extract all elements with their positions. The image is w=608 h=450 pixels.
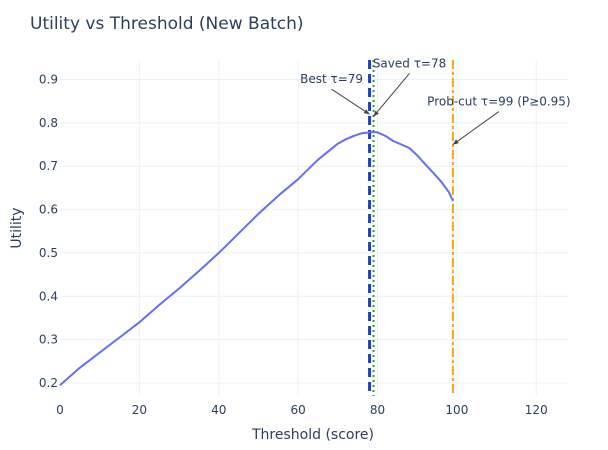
- x-tick-label: 120: [525, 403, 548, 417]
- annotation-arrow: [331, 88, 370, 115]
- series-layer: [59, 131, 454, 386]
- x-tick-label: 80: [370, 403, 385, 417]
- annotation-label: Best τ=79: [300, 72, 363, 86]
- annotation-arrow: [452, 111, 500, 145]
- y-tick-label: 0.9: [39, 73, 58, 87]
- x-axis-title: Threshold (score): [251, 427, 374, 443]
- annotation-label: Prob-cut τ=99 (P≥0.95): [427, 95, 570, 109]
- annotation-arrow: [373, 73, 410, 117]
- y-tick-label: 0.2: [39, 376, 58, 390]
- y-tick-label: 0.5: [39, 246, 58, 260]
- y-tick-label: 0.4: [39, 289, 58, 303]
- x-tick-label: 60: [290, 403, 305, 417]
- annotation-arrowhead: [373, 110, 379, 117]
- annotation-label: Saved τ=78: [373, 56, 446, 70]
- y-tick-label: 0.3: [39, 333, 58, 347]
- tick-labels-layer: 0.2 0.3 0.4 0.5 0.6 0.7 0.8 0.9 0 20 40 60 80 100 120: [39, 73, 548, 417]
- annotation-arrowhead: [363, 109, 370, 115]
- y-axis-title: Utility: [9, 207, 25, 248]
- chart-title: Utility vs Threshold (New Batch): [30, 14, 304, 34]
- x-tick-label: 100: [445, 403, 468, 417]
- annotations-layer: Best τ=79 Saved τ=78 Prob-cut τ=99 (P≥0.95…: [300, 56, 571, 145]
- vertical-lines-layer: [368, 60, 454, 396]
- x-tick-label: 20: [132, 403, 147, 417]
- y-tick-label: 0.6: [39, 203, 58, 217]
- grid-layer: [60, 60, 568, 396]
- y-tick-label: 0.7: [39, 159, 58, 173]
- utility-series-line: [59, 131, 454, 386]
- x-tick-label: 0: [56, 403, 64, 417]
- annotation-arrowhead: [452, 139, 459, 145]
- x-tick-label: 40: [211, 403, 226, 417]
- y-tick-label: 0.8: [39, 116, 58, 130]
